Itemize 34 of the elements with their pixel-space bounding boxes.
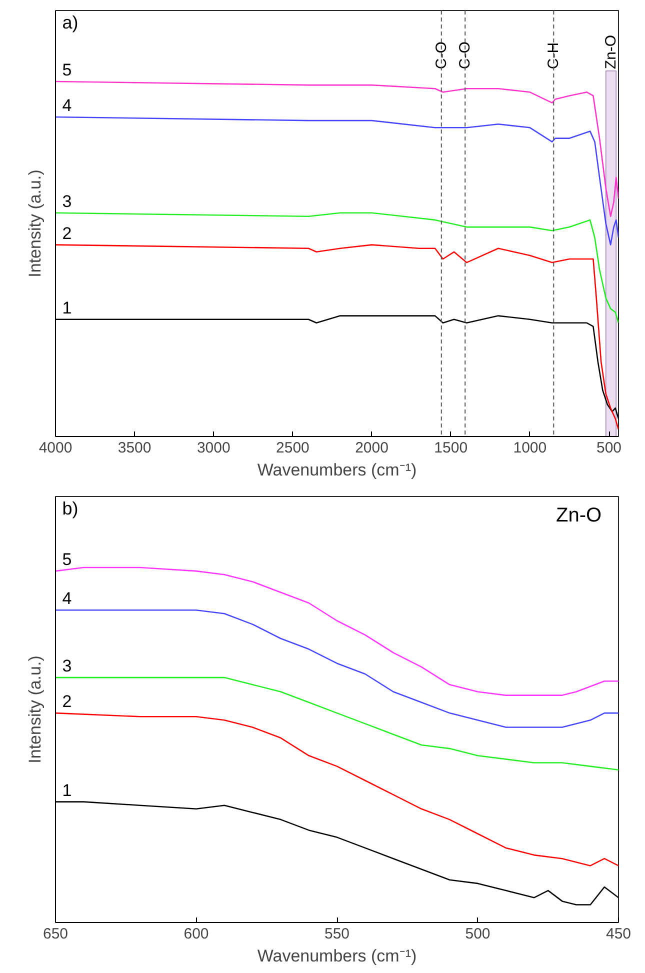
- series-label: 1: [62, 298, 72, 318]
- series-label: 5: [62, 60, 72, 80]
- chart-title: a): [62, 12, 78, 32]
- text: Zn-O: [556, 504, 602, 526]
- ref-line-label: C-O: [432, 42, 450, 70]
- x-tick-label: 650: [42, 926, 68, 942]
- x-tick-label: 2500: [276, 440, 310, 456]
- x-tick-label: 1000: [513, 440, 547, 456]
- x-tick-label: 3500: [118, 440, 152, 456]
- ref-line-label: C-H: [545, 42, 562, 70]
- x-tick-label: 550: [324, 926, 350, 942]
- x-tick-label: 3000: [196, 440, 230, 456]
- x-tick-label: 500: [465, 926, 490, 942]
- series-label: 3: [62, 656, 72, 676]
- x-axis-title: Wavenumbers (cm⁻¹): [257, 946, 417, 966]
- series-label: 4: [62, 96, 72, 115]
- x-axis-title: Wavenumbers (cm⁻¹): [257, 460, 417, 480]
- y-axis-title: Intensity (a.u.): [26, 656, 44, 764]
- x-tick-label: 500: [596, 440, 622, 456]
- x-tick-label: 1500: [434, 440, 468, 456]
- series-label: 1: [62, 780, 72, 800]
- x-tick-label: 2000: [355, 440, 388, 456]
- series-label: 2: [62, 224, 72, 243]
- series-label: 4: [62, 589, 72, 608]
- ref-line-label: C-O: [456, 42, 474, 70]
- x-tick-label: 450: [606, 926, 632, 942]
- chart-title: b): [62, 498, 78, 518]
- series-label: 2: [62, 692, 72, 712]
- x-tick-label: 4000: [38, 440, 72, 456]
- y-axis-title: Intensity (a.u.): [26, 170, 44, 278]
- x-tick-label: 600: [184, 926, 209, 942]
- band-label: Zn-O: [602, 34, 620, 70]
- series-label: 5: [62, 550, 72, 570]
- series-label: 3: [62, 192, 72, 211]
